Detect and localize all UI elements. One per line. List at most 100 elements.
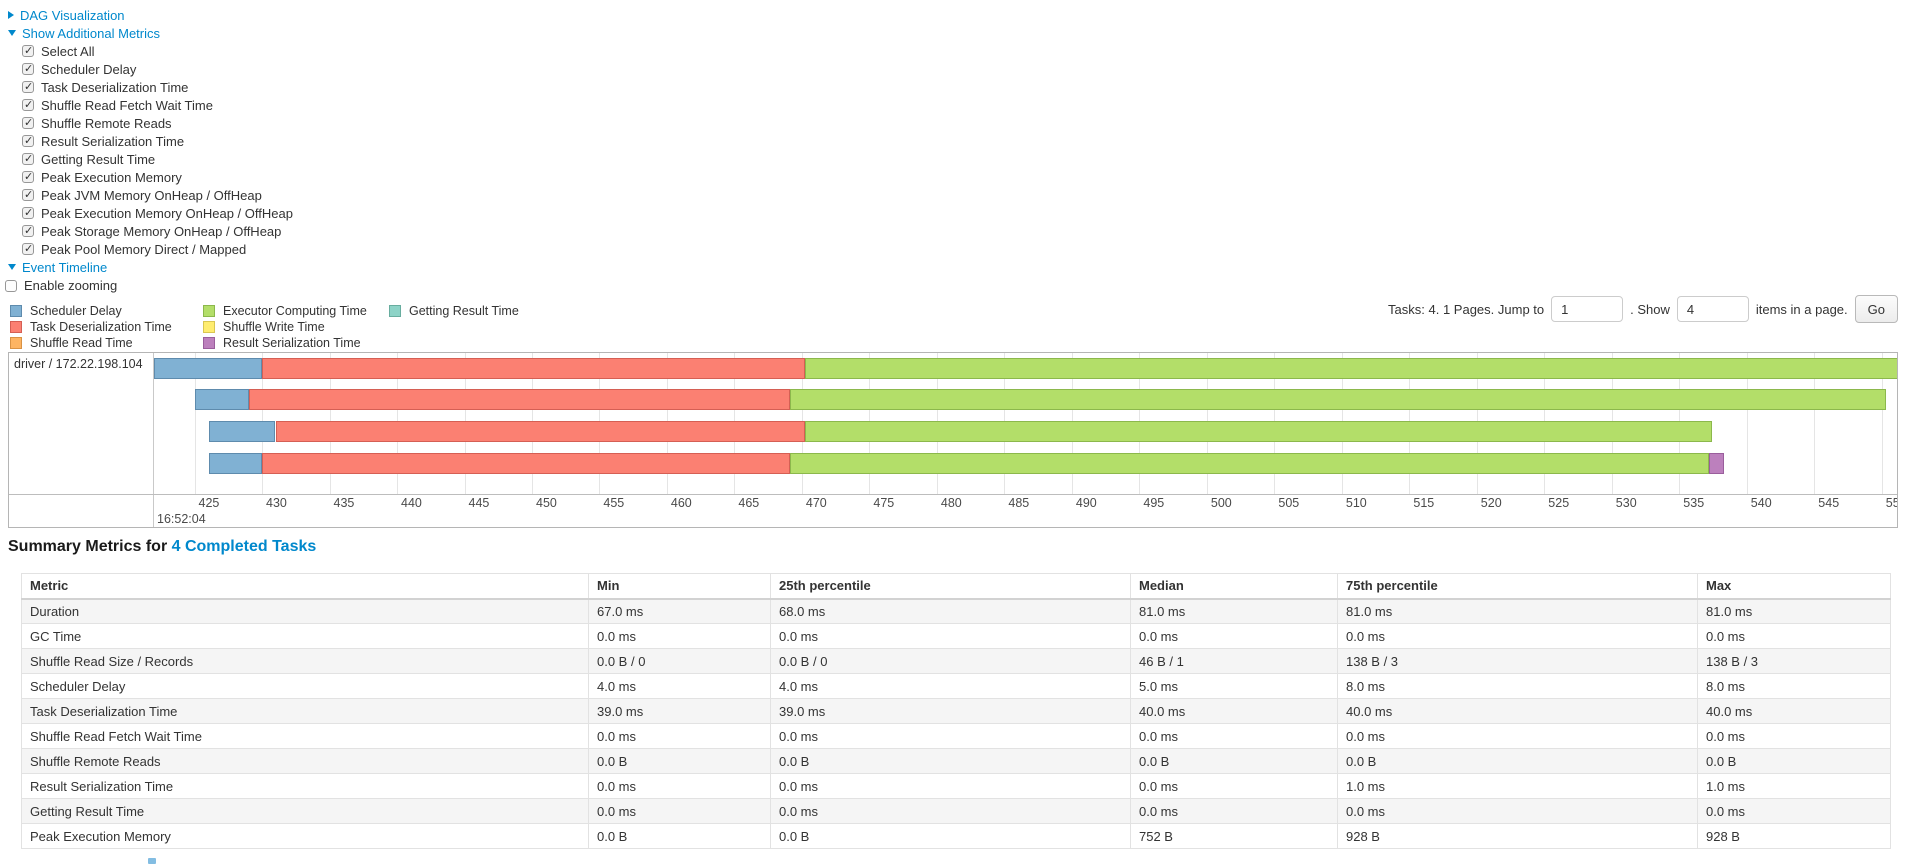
metric-value-cell: 81.0 ms [1337,598,1698,624]
checkbox-icon[interactable] [22,62,34,75]
checkbox-icon[interactable] [22,134,34,147]
axis-tick-label: 485 [1008,496,1030,510]
legend-swatch-icon [203,305,215,317]
metric-checkbox-shuffle-read-fetch-wait-time[interactable]: Shuffle Read Fetch Wait Time [22,96,293,114]
checkbox-icon[interactable] [22,98,34,111]
timeline-bar-result-serialization-time[interactable] [1709,453,1724,474]
metric-value-cell: 928 B [1697,823,1891,849]
timeline-bar-executor-computing-time[interactable] [804,358,1897,379]
column-header-min: Min [588,573,771,600]
checkbox-icon[interactable] [22,44,34,57]
metric-checkbox-peak-storage-memory-onheap-offheap[interactable]: Peak Storage Memory OnHeap / OffHeap [22,222,293,240]
metric-value-cell: 40.0 ms [1337,698,1698,724]
timeline-bar-task-deserialization-time[interactable] [262,453,790,474]
timeline-bar-task-deserialization-time[interactable] [262,358,805,379]
metric-value-cell: 40.0 ms [1697,698,1891,724]
go-button[interactable]: Go [1854,295,1898,323]
event-timeline-chart: driver / 172.22.198.104 16:52:04 425 430 4… [8,352,1898,528]
table-row: Shuffle Read Fetch Wait Time 0.0 ms 0.0 ms… [21,723,1891,749]
timeline-bar-task-deserialization-time[interactable] [248,389,790,410]
timeline-group-label: driver / 172.22.198.104 [14,357,143,371]
metric-checkbox-peak-execution-memory-onheap-offheap[interactable]: Peak Execution Memory OnHeap / OffHeap [22,204,293,222]
pagination-items-text: items in a page. [1755,301,1848,317]
jump-to-page-input[interactable] [1551,296,1624,322]
timeline-bar-executor-computing-time[interactable] [804,421,1712,442]
metric-value-cell: 8.0 ms [1337,673,1698,699]
metric-value-cell: 0.0 ms [770,723,1131,749]
summary-metrics-heading: Summary Metrics for 4 Completed Tasks [8,538,316,556]
pagination-show-text: . Show [1630,301,1670,317]
legend-label: Result Serialization Time [223,336,361,350]
checkbox-icon[interactable] [22,224,34,237]
checkbox-icon[interactable] [22,170,34,183]
legend-swatch-icon [10,305,22,317]
axis-tick-label: 465 [738,496,760,510]
table-row: Scheduler Delay 4.0 ms 4.0 ms 5.0 ms 8.0 ms 8… [21,673,1891,699]
timeline-axis-band: 16:52:04 425 430 435 440 445 450 455 460 465 470 4… [154,495,1897,527]
metric-checkbox-task-deserialization-time[interactable]: Task Deserialization Time [22,78,293,96]
metric-value-cell: 39.0 ms [588,698,771,724]
axis-tick-label: 545 [1818,496,1840,510]
metric-value-cell: 4.0 ms [588,673,771,699]
metric-name-cell: Shuffle Read Fetch Wait Time [21,723,589,749]
metric-checkbox-peak-execution-memory[interactable]: Peak Execution Memory [22,168,293,186]
axis-tick-label: 470 [805,496,827,510]
table-row: Result Serialization Time 0.0 ms 0.0 ms 0.0… [21,773,1891,799]
show-additional-metrics-toggle[interactable]: Show Additional Metrics [8,24,293,42]
show-additional-metrics-link[interactable]: Show Additional Metrics [22,25,161,41]
timeline-bar-scheduler-delay[interactable] [194,389,249,410]
dag-visualization-link[interactable]: DAG Visualization [20,7,125,23]
checkbox-icon[interactable] [22,242,34,255]
metric-value-cell: 0.0 B / 0 [588,648,771,674]
enable-zooming-row[interactable]: Enable zooming [5,276,293,295]
metric-checkbox-getting-result-time[interactable]: Getting Result Time [22,150,293,168]
checkbox-icon[interactable] [22,116,34,129]
axis-tick-label: 495 [1143,496,1165,510]
checkbox-icon[interactable] [22,206,34,219]
metric-checkbox-result-serialization-time[interactable]: Result Serialization Time [22,132,293,150]
axis-tick-label: 505 [1278,496,1300,510]
event-timeline-toggle[interactable]: Event Timeline [8,258,293,276]
metric-checkbox-select-all[interactable]: Select All [22,42,293,60]
metric-checkbox-scheduler-delay[interactable]: Scheduler Delay [22,60,293,78]
timeline-bar-executor-computing-time[interactable] [789,453,1709,474]
table-row: Shuffle Read Size / Records 0.0 B / 0 0.0 … [21,648,1891,674]
timeline-bar-executor-computing-time[interactable] [789,389,1886,410]
metric-checkbox-peak-jvm-memory-onheap-offheap[interactable]: Peak JVM Memory OnHeap / OffHeap [22,186,293,204]
metric-value-cell: 0.0 B [1337,748,1698,774]
timeline-bar-scheduler-delay[interactable] [209,453,262,474]
legend-column: Getting Result Time [389,303,582,351]
checkbox-icon[interactable] [22,80,34,93]
legend-item-task-deserialization-time: Task Deserialization Time [10,319,203,335]
checkbox-icon[interactable] [5,279,17,292]
legend-item-scheduler-delay: Scheduler Delay [10,303,203,319]
dag-visualization-toggle[interactable]: DAG Visualization [8,6,293,24]
column-header-25th-percentile: 25th percentile [770,573,1131,600]
checkbox-label: Scheduler Delay [41,61,137,77]
expanded-arrow-icon [8,264,16,270]
metric-value-cell: 81.0 ms [1697,598,1891,624]
checkbox-icon[interactable] [22,152,34,165]
legend-item-getting-result-time: Getting Result Time [389,303,582,319]
timeline-bar-task-deserialization-time[interactable] [275,421,805,442]
metric-checkbox-peak-pool-memory-direct-mapped[interactable]: Peak Pool Memory Direct / Mapped [22,240,293,258]
checkbox-icon[interactable] [22,188,34,201]
metric-value-cell: 1.0 ms [1697,773,1891,799]
metric-value-cell: 0.0 B [1697,748,1891,774]
metric-name-cell: Task Deserialization Time [21,698,589,724]
items-per-page-input[interactable] [1676,296,1749,322]
metric-value-cell: 928 B [1337,823,1698,849]
checkbox-label: Peak Execution Memory [41,169,182,185]
axis-tick-label: 480 [940,496,962,510]
metric-checkbox-shuffle-remote-reads[interactable]: Shuffle Remote Reads [22,114,293,132]
timeline-legend: Scheduler Delay Task Deserialization Time… [10,303,582,351]
metric-value-cell: 68.0 ms [770,598,1131,624]
timeline-bar-scheduler-delay[interactable] [154,358,262,379]
legend-item-executor-computing-time: Executor Computing Time [203,303,389,319]
axis-tick-label: 460 [670,496,692,510]
legend-item-result-serialization-time: Result Serialization Time [203,335,389,351]
clipped-next-section-fragment [148,858,156,864]
timeline-bar-scheduler-delay[interactable] [209,421,276,442]
event-timeline-link[interactable]: Event Timeline [22,259,108,275]
completed-tasks-link[interactable]: 4 Completed Tasks [171,538,317,555]
